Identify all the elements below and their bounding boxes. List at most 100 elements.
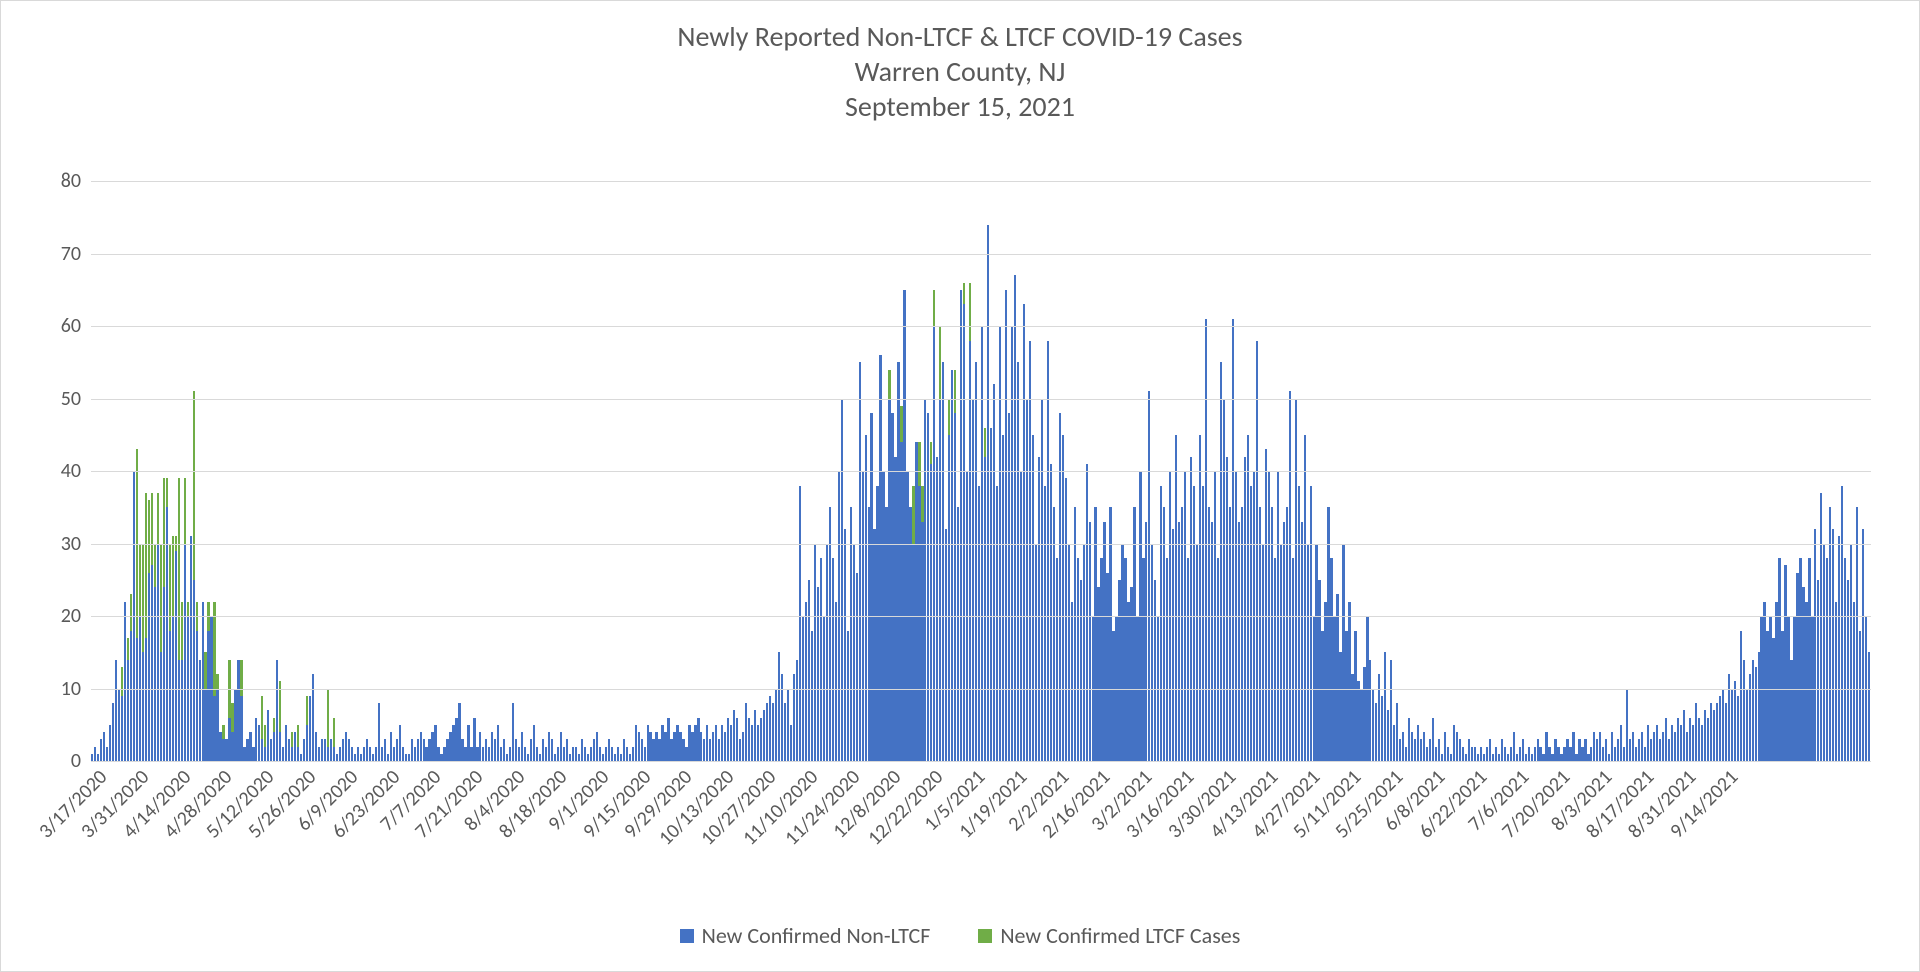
bar-non-ltcf — [1799, 558, 1801, 761]
bar-non-ltcf — [951, 370, 953, 762]
bar-non-ltcf — [1519, 747, 1521, 762]
bar-non-ltcf — [832, 558, 834, 761]
bar-non-ltcf — [527, 754, 529, 761]
bar-non-ltcf — [476, 747, 478, 762]
bar-non-ltcf — [437, 747, 439, 762]
bar-non-ltcf — [1217, 558, 1219, 761]
bar-non-ltcf — [333, 747, 335, 762]
bar-non-ltcf — [766, 703, 768, 761]
bar-non-ltcf — [1089, 522, 1091, 761]
bar-non-ltcf — [1737, 696, 1739, 761]
bar-non-ltcf — [1728, 674, 1730, 761]
bar-non-ltcf — [1127, 602, 1129, 762]
bar-non-ltcf — [1539, 747, 1541, 762]
bar-non-ltcf — [408, 754, 410, 761]
bar-non-ltcf — [109, 725, 111, 761]
bar-non-ltcf — [1008, 413, 1010, 761]
bar-non-ltcf — [1468, 739, 1470, 761]
bar-non-ltcf — [482, 747, 484, 762]
bar-non-ltcf — [1378, 674, 1380, 761]
bar-non-ltcf — [285, 725, 287, 761]
bar-non-ltcf — [1581, 747, 1583, 762]
bar-non-ltcf — [294, 732, 296, 761]
bar-non-ltcf — [255, 718, 257, 762]
bar-non-ltcf — [366, 739, 368, 761]
bar-non-ltcf — [297, 747, 299, 762]
bar-non-ltcf — [939, 399, 941, 762]
bar-non-ltcf — [479, 732, 481, 761]
bar-non-ltcf — [1274, 558, 1276, 761]
bar-non-ltcf — [691, 732, 693, 761]
bar-non-ltcf — [772, 703, 774, 761]
bar-non-ltcf — [1504, 747, 1506, 762]
bar-non-ltcf — [676, 725, 678, 761]
bar-non-ltcf — [757, 725, 759, 761]
bar-non-ltcf — [1298, 486, 1300, 762]
bar-non-ltcf — [694, 725, 696, 761]
bar-non-ltcf — [213, 696, 215, 761]
bar-non-ltcf — [1130, 587, 1132, 761]
bar-non-ltcf — [384, 739, 386, 761]
bar-non-ltcf — [1408, 718, 1410, 762]
bar-non-ltcf — [1315, 544, 1317, 762]
y-axis-label: 60 — [61, 314, 91, 338]
bar-ltcf — [139, 544, 141, 617]
bar-ltcf — [157, 493, 159, 544]
title-line-2: Warren County, NJ — [1, 54, 1919, 89]
bar-ltcf — [264, 725, 266, 747]
bar-non-ltcf — [1330, 558, 1332, 761]
bar-non-ltcf — [249, 732, 251, 761]
bar-non-ltcf — [1142, 558, 1144, 761]
chart-title: Newly Reported Non-LTCF & LTCF COVID-19 … — [1, 1, 1919, 124]
bar-non-ltcf — [1035, 544, 1037, 762]
bar-non-ltcf — [1187, 558, 1189, 761]
grid-line — [91, 181, 1871, 182]
bar-non-ltcf — [1080, 580, 1082, 761]
bar-non-ltcf — [506, 754, 508, 761]
bar-non-ltcf — [300, 754, 302, 761]
bar-ltcf — [963, 283, 965, 305]
bar-non-ltcf — [578, 754, 580, 761]
bar-non-ltcf — [718, 739, 720, 761]
bar-non-ltcf — [879, 355, 881, 761]
bar-non-ltcf — [494, 739, 496, 761]
bar-non-ltcf — [1710, 703, 1712, 761]
bar-non-ltcf — [835, 602, 837, 762]
bar-non-ltcf — [1796, 573, 1798, 762]
bar-non-ltcf — [431, 732, 433, 761]
bar-non-ltcf — [461, 739, 463, 761]
bar-non-ltcf — [647, 725, 649, 761]
bar-non-ltcf — [697, 718, 699, 762]
bar-non-ltcf — [1381, 696, 1383, 761]
bar-non-ltcf — [1752, 660, 1754, 762]
bar-ltcf — [921, 486, 923, 522]
bar-non-ltcf — [730, 725, 732, 761]
bar-ltcf — [948, 399, 950, 435]
bar-non-ltcf — [100, 739, 102, 761]
bar-non-ltcf — [434, 725, 436, 761]
bar-non-ltcf — [1321, 631, 1323, 762]
bar-non-ltcf — [470, 747, 472, 762]
bar-non-ltcf — [1548, 747, 1550, 762]
bar-non-ltcf — [169, 631, 171, 762]
bar-non-ltcf — [1103, 522, 1105, 761]
bar-non-ltcf — [769, 696, 771, 761]
bar-non-ltcf — [581, 739, 583, 761]
bar-non-ltcf — [1226, 457, 1228, 762]
legend-item: New Confirmed Non-LTCF — [680, 922, 931, 949]
bar-non-ltcf — [306, 725, 308, 761]
bar-non-ltcf — [1062, 435, 1064, 761]
bar-non-ltcf — [1653, 732, 1655, 761]
bar-non-ltcf — [1357, 681, 1359, 761]
bar-non-ltcf — [963, 304, 965, 761]
bar-non-ltcf — [282, 747, 284, 762]
bar-non-ltcf — [1112, 631, 1114, 762]
bar-non-ltcf — [1596, 739, 1598, 761]
bar-non-ltcf — [742, 732, 744, 761]
bar-non-ltcf — [1372, 689, 1374, 762]
bar-non-ltcf — [1495, 747, 1497, 762]
bar-ltcf — [181, 602, 183, 660]
bar-non-ltcf — [390, 732, 392, 761]
bar-non-ltcf — [175, 551, 177, 761]
bar-non-ltcf — [1662, 732, 1664, 761]
